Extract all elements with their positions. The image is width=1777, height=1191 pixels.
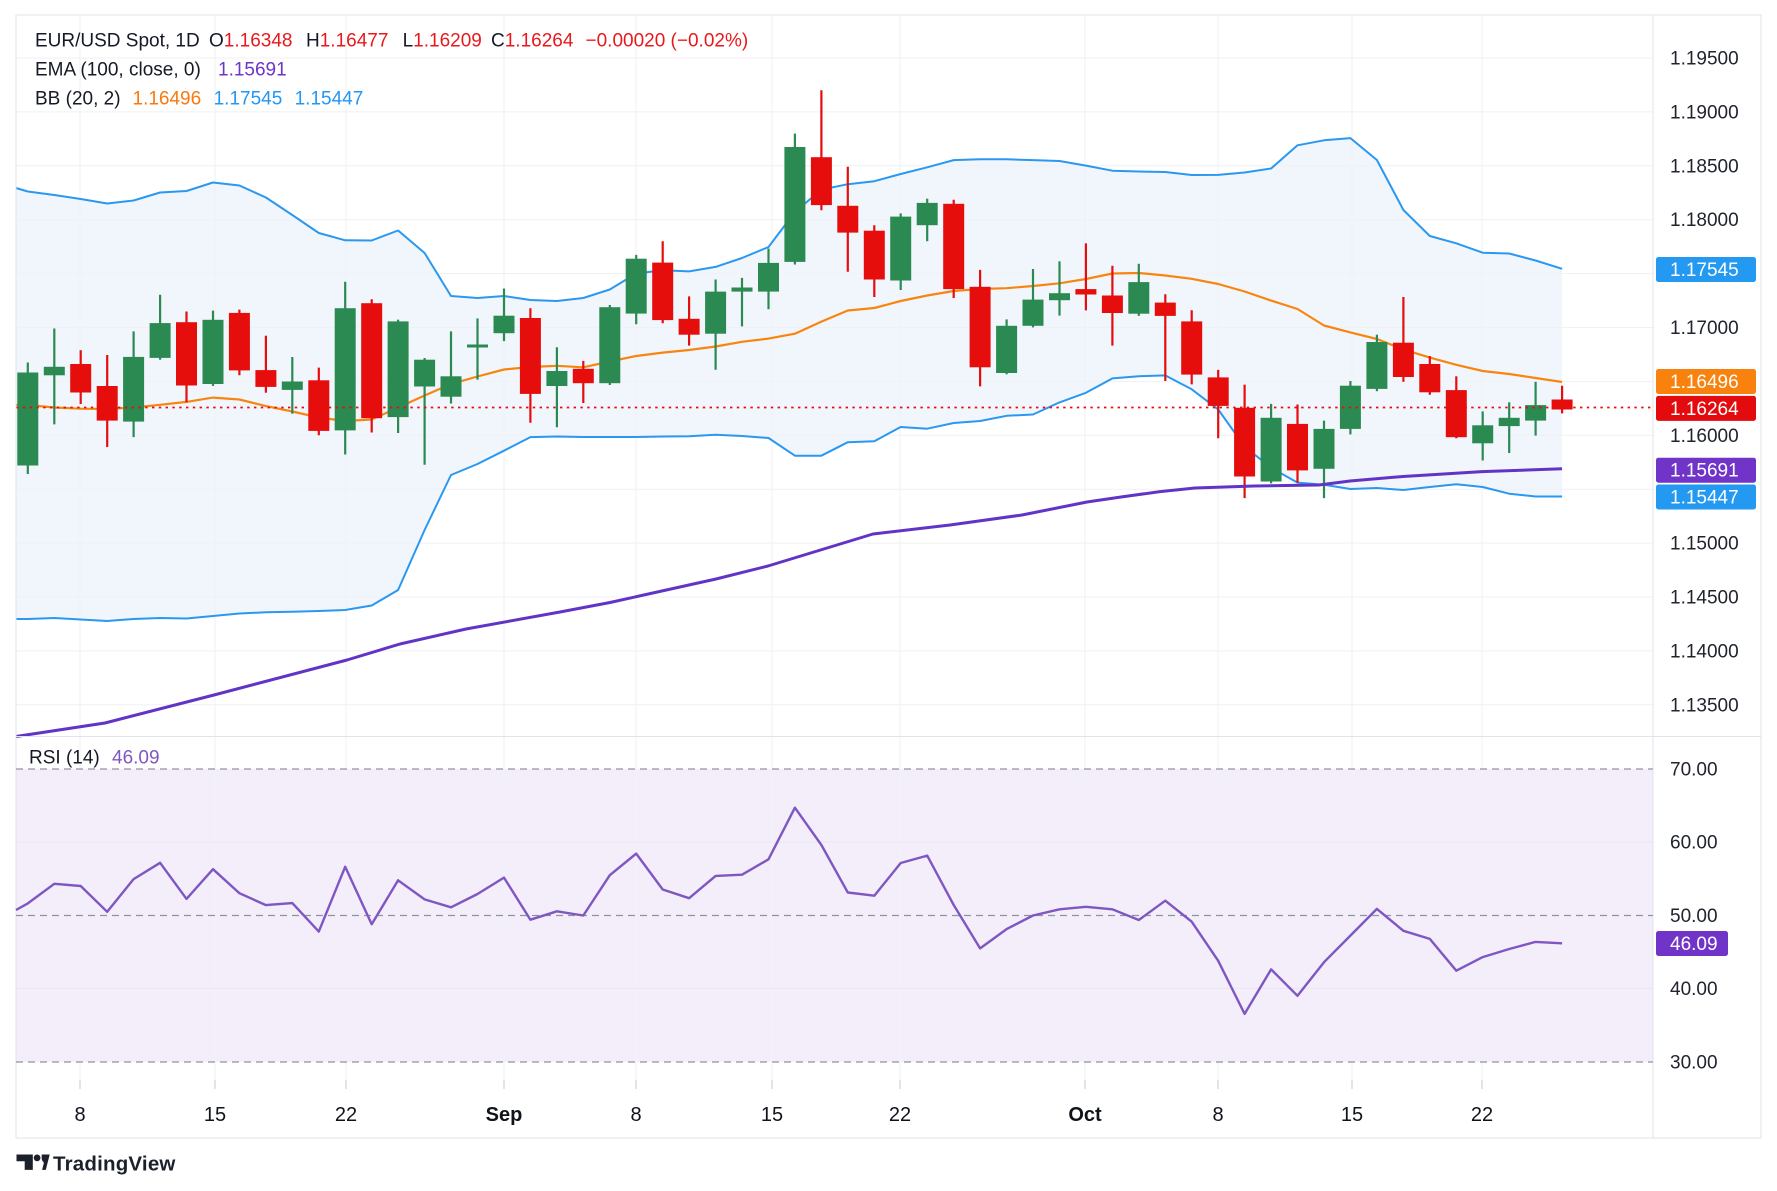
- svg-text:1.19000: 1.19000: [1670, 102, 1739, 123]
- svg-text:70.00: 70.00: [1670, 760, 1718, 781]
- svg-text:H1.16477: H1.16477: [306, 31, 388, 52]
- svg-text:1.18500: 1.18500: [1670, 156, 1739, 177]
- svg-text:1.15000: 1.15000: [1670, 534, 1739, 555]
- svg-text:1.18000: 1.18000: [1670, 210, 1739, 231]
- svg-text:RSI (14): RSI (14): [29, 748, 100, 769]
- svg-text:L1.16209: L1.16209: [403, 31, 482, 52]
- svg-text:46.09: 46.09: [112, 748, 160, 769]
- svg-text:1.15447: 1.15447: [1670, 488, 1739, 509]
- svg-text:15: 15: [204, 1104, 226, 1126]
- svg-text:1.15691: 1.15691: [218, 60, 287, 81]
- svg-text:1.17000: 1.17000: [1670, 318, 1739, 339]
- svg-text:8: 8: [74, 1104, 85, 1126]
- svg-text:50.00: 50.00: [1670, 906, 1718, 927]
- svg-text:C1.16264: C1.16264: [491, 31, 574, 52]
- svg-text:22: 22: [335, 1104, 357, 1126]
- svg-text:Oct: Oct: [1068, 1104, 1102, 1126]
- svg-text:8: 8: [630, 1104, 641, 1126]
- svg-text:EMA (100, close, 0): EMA (100, close, 0): [35, 60, 201, 81]
- svg-text:1.16496: 1.16496: [133, 89, 202, 110]
- svg-text:1.14500: 1.14500: [1670, 588, 1739, 609]
- svg-text:22: 22: [1471, 1104, 1493, 1126]
- svg-text:30.00: 30.00: [1670, 1053, 1718, 1074]
- svg-text:1.16000: 1.16000: [1670, 426, 1739, 447]
- svg-text:Sep: Sep: [486, 1104, 523, 1126]
- svg-text:15: 15: [761, 1104, 783, 1126]
- svg-text:1.19500: 1.19500: [1670, 49, 1739, 70]
- svg-text:1.14000: 1.14000: [1670, 641, 1739, 662]
- svg-text:46.09: 46.09: [1670, 934, 1718, 955]
- svg-text:BB (20, 2): BB (20, 2): [35, 89, 121, 110]
- svg-text:1.17545: 1.17545: [214, 89, 283, 110]
- svg-text:8: 8: [1212, 1104, 1223, 1126]
- svg-text:O1.16348: O1.16348: [209, 31, 292, 52]
- svg-text:15: 15: [1341, 1104, 1363, 1126]
- svg-text:1.15691: 1.15691: [1670, 461, 1739, 482]
- svg-text:TradingView: TradingView: [53, 1153, 176, 1176]
- svg-text:−0.00020 (−0.02%): −0.00020 (−0.02%): [586, 31, 749, 52]
- svg-text:22: 22: [889, 1104, 911, 1126]
- svg-text:1.15447: 1.15447: [295, 89, 364, 110]
- svg-text:EUR/USD Spot, 1D: EUR/USD Spot, 1D: [35, 31, 200, 52]
- svg-text:1.16264: 1.16264: [1670, 399, 1739, 420]
- svg-text:1.13500: 1.13500: [1670, 695, 1739, 716]
- svg-text:40.00: 40.00: [1670, 979, 1718, 1000]
- svg-text:1.17545: 1.17545: [1670, 260, 1739, 281]
- svg-text:60.00: 60.00: [1670, 833, 1718, 854]
- svg-text:1.16496: 1.16496: [1670, 372, 1739, 393]
